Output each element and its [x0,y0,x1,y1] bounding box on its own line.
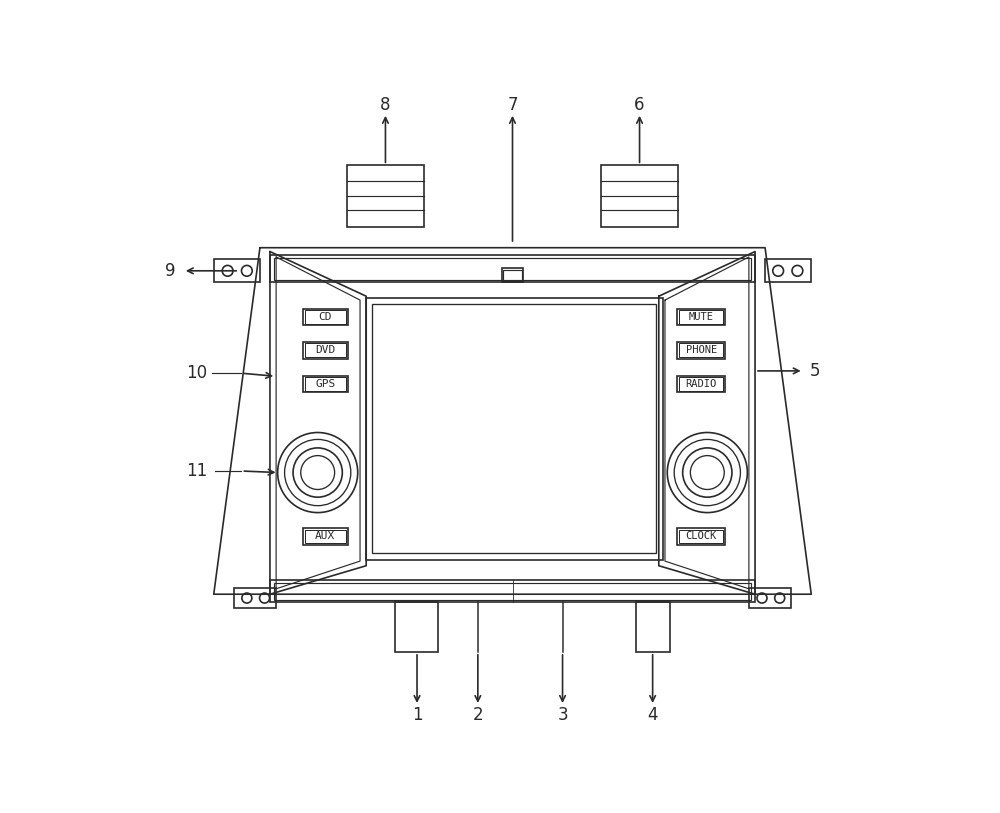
Bar [636,602,670,652]
Text: CD: CD [319,312,332,322]
Bar [347,165,424,227]
Text: 9: 9 [165,262,175,280]
Bar [305,343,346,357]
Bar [303,528,348,545]
Bar [677,309,725,325]
Bar [749,588,791,608]
Text: 8: 8 [380,96,391,115]
Text: MUTE: MUTE [689,312,714,322]
Bar [677,341,725,359]
Text: DVD: DVD [315,346,336,355]
Text: 4: 4 [647,706,658,724]
Bar [274,258,751,280]
Bar [395,602,438,652]
Bar [305,310,346,324]
Bar [679,529,723,543]
Bar [214,259,260,282]
Bar [274,583,751,600]
Bar [270,255,755,282]
Text: 6: 6 [634,96,645,115]
Bar [303,341,348,359]
Bar [270,580,755,602]
Bar [679,343,723,357]
Text: 3: 3 [557,706,568,724]
Bar [303,376,348,393]
Text: 10: 10 [186,364,207,382]
Text: 11: 11 [186,462,207,480]
Text: 5: 5 [810,362,820,380]
Text: PHONE: PHONE [686,346,717,355]
Bar [303,309,348,325]
Bar [765,259,811,282]
Bar [305,377,346,391]
Bar [366,298,663,559]
Bar [503,270,522,280]
Text: AUX: AUX [315,532,336,541]
Bar [677,528,725,545]
Bar [234,588,276,608]
Bar [679,377,723,391]
Bar [502,268,523,282]
Bar [601,165,678,227]
Text: CLOCK: CLOCK [686,532,717,541]
Text: 1: 1 [412,706,422,724]
Text: 2: 2 [473,706,483,724]
Bar [305,529,346,543]
Text: 7: 7 [507,96,518,115]
Text: GPS: GPS [315,379,336,389]
Bar [372,304,656,554]
Text: RADIO: RADIO [686,379,717,389]
Bar [677,376,725,393]
Bar [679,310,723,324]
